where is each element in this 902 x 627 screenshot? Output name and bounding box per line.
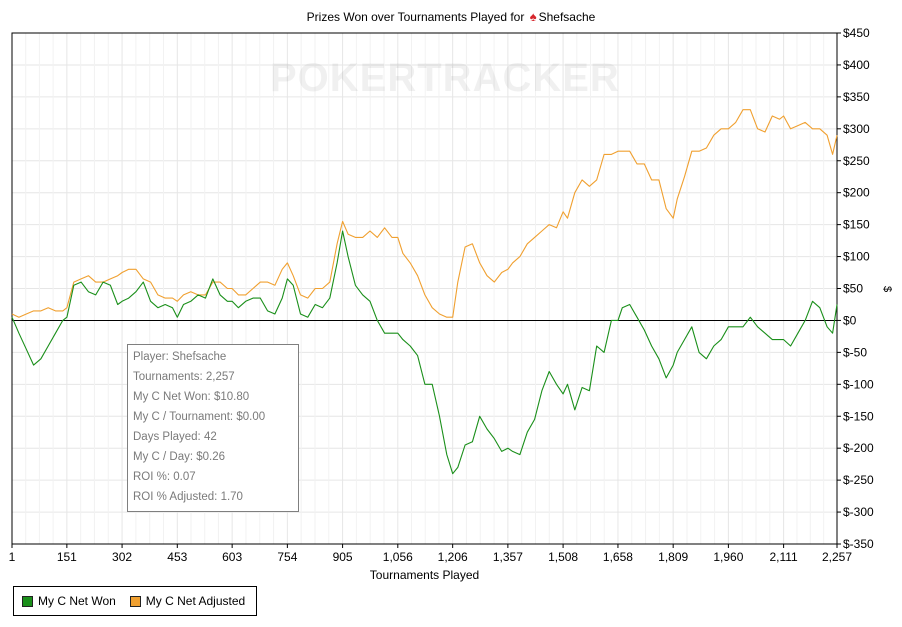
x-tick-label: 1,658 [603, 550, 633, 564]
legend-label-net-adjusted: My C Net Adjusted [145, 594, 246, 608]
y-tick-label: $-150 [843, 409, 874, 423]
series-line-net-won [11, 230, 838, 475]
x-tick-label: 2,257 [822, 550, 852, 564]
x-tick-label: 1,357 [493, 550, 523, 564]
y-tick-label: $-50 [843, 345, 867, 359]
legend-item-net-adjusted[interactable]: My C Net Adjusted [129, 594, 246, 608]
info-roi-adjusted: ROI % Adjusted: 1.70 [133, 491, 243, 503]
x-tick-label: 1,508 [548, 550, 578, 564]
info-player: Player: Shefsache [133, 351, 227, 363]
legend-label-net-won: My C Net Won [38, 594, 116, 608]
y-tick-label: $350 [843, 90, 870, 104]
y-tick-label: $-350 [843, 537, 874, 551]
x-tick-label: 1,960 [713, 550, 743, 564]
x-tick-label: 1,809 [658, 550, 688, 564]
info-per-tournament: My C / Tournament: $0.00 [133, 411, 266, 423]
y-tick-label: $0 [843, 313, 857, 327]
x-tick-label: 603 [222, 550, 242, 564]
x-tick-label: 1,056 [383, 550, 413, 564]
x-axis-label: Tournaments Played [369, 568, 480, 582]
y-axis-label: $ [881, 285, 893, 293]
y-tick-label: $100 [843, 250, 870, 264]
y-tick-label: $400 [843, 58, 870, 72]
spade-icon: ♠ [529, 9, 537, 24]
chart-title: Prizes Won over Tournaments Played for ♠… [0, 9, 902, 24]
y-tick-label: $300 [843, 122, 870, 136]
stats-info-box: Player: Shefsache Tournaments: 2,257 My … [127, 344, 299, 512]
info-net-won: My C Net Won: $10.80 [133, 391, 250, 403]
x-tick-label: 453 [167, 550, 187, 564]
legend-item-net-won[interactable]: My C Net Won [22, 594, 116, 608]
info-per-day: My C / Day: $0.26 [133, 451, 226, 463]
x-tick-label: 1,206 [438, 550, 468, 564]
info-days-played: Days Played: 42 [133, 431, 217, 443]
info-tournaments: Tournaments: 2,257 [133, 371, 235, 383]
y-tick-label: $-200 [843, 441, 874, 455]
y-tick-label: $250 [843, 154, 870, 168]
y-tick-label: $200 [843, 186, 870, 200]
info-roi: ROI %: 0.07 [133, 471, 196, 483]
chart-title-text: Prizes Won over Tournaments Played for [306, 10, 525, 24]
y-tick-label: $-300 [843, 505, 874, 519]
y-tick-label: $-250 [843, 473, 874, 487]
x-tick-label: 905 [333, 550, 353, 564]
x-tick-label: 754 [277, 550, 297, 564]
chart-legend: My C Net Won My C Net Adjusted [13, 586, 257, 616]
x-tick-label: 1 [9, 550, 16, 564]
legend-swatch-net-won [22, 595, 33, 607]
x-tick-label: 2,111 [769, 550, 798, 564]
chart-title-player: Shefsache [538, 10, 596, 24]
y-tick-label: $50 [843, 282, 863, 296]
y-tick-label: $-100 [843, 377, 874, 391]
legend-swatch-net-adjusted [129, 595, 141, 607]
y-tick-label: $450 [843, 26, 870, 40]
pokertracker-watermark-logo: POKERTRACKER [270, 56, 620, 100]
y-tick-label: $150 [843, 218, 870, 232]
x-tick-label: 302 [112, 550, 132, 564]
x-tick-label: 151 [57, 550, 77, 564]
series-line-net-adjusted [11, 109, 838, 318]
